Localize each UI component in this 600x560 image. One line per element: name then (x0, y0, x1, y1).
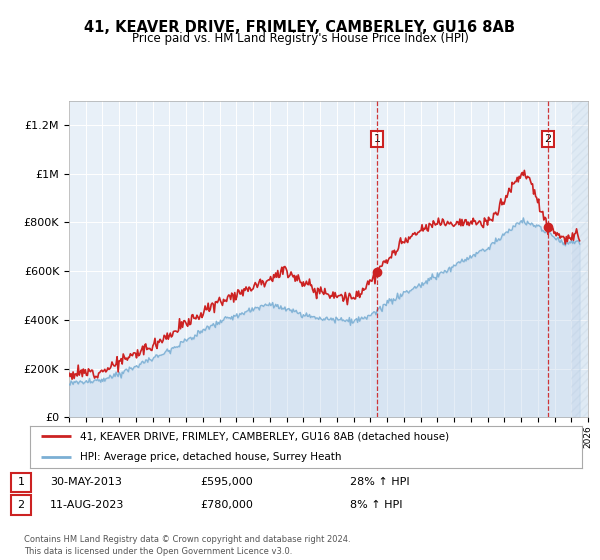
Text: Price paid vs. HM Land Registry's House Price Index (HPI): Price paid vs. HM Land Registry's House … (131, 32, 469, 45)
Text: 8% ↑ HPI: 8% ↑ HPI (350, 500, 403, 510)
Text: HPI: Average price, detached house, Surrey Heath: HPI: Average price, detached house, Surr… (80, 452, 341, 462)
Text: 11-AUG-2023: 11-AUG-2023 (50, 500, 124, 510)
Text: 2: 2 (17, 500, 25, 510)
Text: £595,000: £595,000 (200, 477, 253, 487)
Text: 28% ↑ HPI: 28% ↑ HPI (350, 477, 410, 487)
FancyBboxPatch shape (11, 473, 31, 492)
Text: 1: 1 (17, 477, 25, 487)
Text: 41, KEAVER DRIVE, FRIMLEY, CAMBERLEY, GU16 8AB: 41, KEAVER DRIVE, FRIMLEY, CAMBERLEY, GU… (85, 20, 515, 35)
FancyBboxPatch shape (11, 495, 31, 515)
Text: 1: 1 (374, 134, 381, 144)
Text: Contains HM Land Registry data © Crown copyright and database right 2024.
This d: Contains HM Land Registry data © Crown c… (24, 535, 350, 556)
Text: £780,000: £780,000 (200, 500, 253, 510)
Text: 2: 2 (544, 134, 551, 144)
Text: 41, KEAVER DRIVE, FRIMLEY, CAMBERLEY, GU16 8AB (detached house): 41, KEAVER DRIVE, FRIMLEY, CAMBERLEY, GU… (80, 431, 449, 441)
Text: 30-MAY-2013: 30-MAY-2013 (50, 477, 122, 487)
